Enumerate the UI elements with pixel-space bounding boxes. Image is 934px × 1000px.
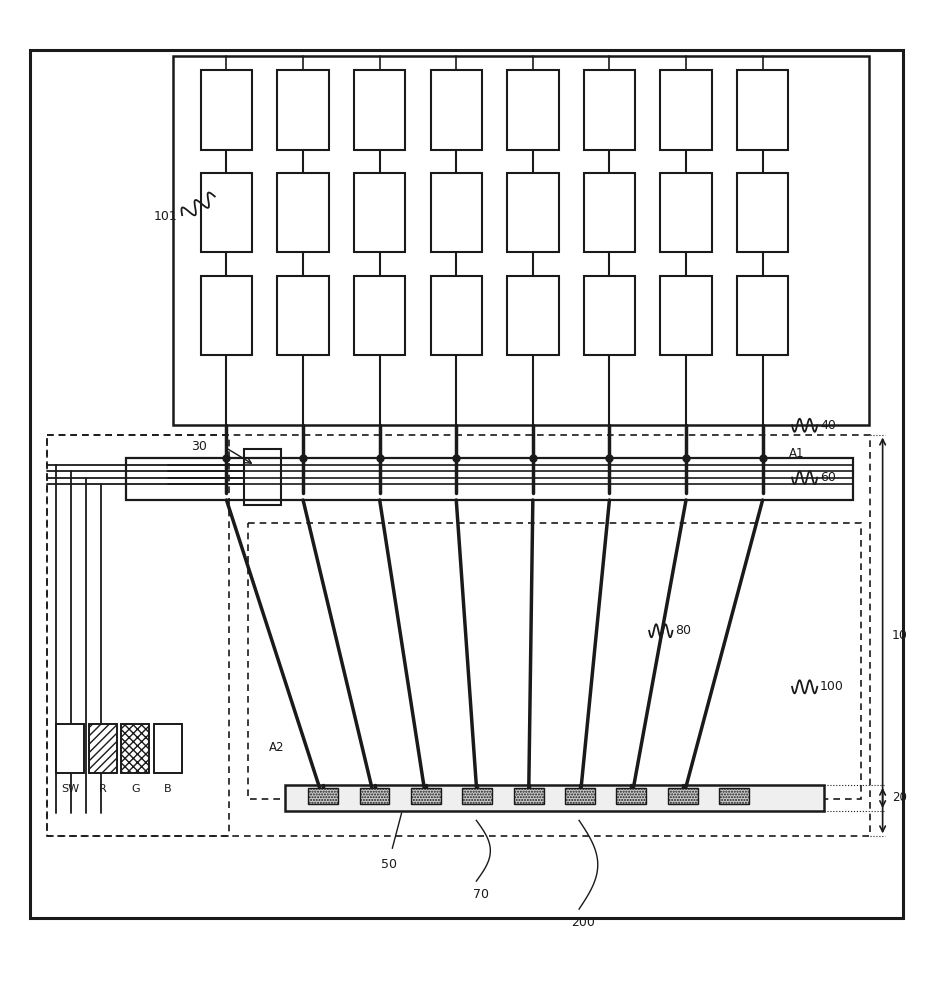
Text: 40: 40 — [820, 419, 836, 432]
Bar — [360, 788, 389, 804]
Bar — [584, 173, 635, 252]
Bar — [411, 788, 441, 804]
Bar — [354, 276, 405, 355]
Bar — [126, 458, 853, 500]
Text: B: B — [164, 784, 172, 794]
Bar — [56, 724, 84, 773]
Bar — [248, 523, 861, 799]
Text: 50: 50 — [380, 858, 397, 871]
Bar — [277, 173, 329, 252]
Bar — [277, 276, 329, 355]
Text: 10: 10 — [892, 629, 908, 642]
Bar — [431, 173, 482, 252]
Bar — [89, 724, 117, 773]
Bar — [285, 785, 824, 811]
Bar — [660, 173, 712, 252]
Bar — [308, 788, 338, 804]
Bar — [121, 724, 149, 773]
Text: 200: 200 — [571, 916, 595, 929]
Bar — [660, 276, 712, 355]
Bar — [201, 70, 252, 150]
Bar — [616, 788, 646, 804]
Bar — [354, 70, 405, 150]
Bar — [737, 70, 788, 150]
Text: 60: 60 — [820, 471, 836, 484]
Bar — [584, 276, 635, 355]
Bar — [737, 173, 788, 252]
Text: A2: A2 — [269, 741, 285, 754]
Text: 80: 80 — [675, 624, 691, 637]
Bar — [507, 173, 559, 252]
Text: SW: SW — [61, 784, 79, 794]
Bar — [507, 70, 559, 150]
Bar — [431, 276, 482, 355]
Text: 101: 101 — [154, 210, 177, 223]
Text: A1: A1 — [789, 447, 805, 460]
Bar — [462, 788, 492, 804]
Bar — [201, 173, 252, 252]
Bar — [668, 788, 698, 804]
Bar — [660, 70, 712, 150]
Bar — [354, 173, 405, 252]
Bar — [565, 788, 595, 804]
Text: 20: 20 — [892, 791, 907, 804]
Bar — [737, 276, 788, 355]
Bar — [201, 276, 252, 355]
Bar — [514, 788, 544, 804]
Text: 100: 100 — [820, 680, 844, 693]
Bar — [584, 70, 635, 150]
Bar — [277, 70, 329, 150]
Bar — [431, 70, 482, 150]
Bar — [244, 449, 281, 505]
Bar — [719, 788, 749, 804]
Text: 30: 30 — [191, 440, 207, 453]
Bar — [173, 56, 869, 425]
Bar — [47, 435, 229, 836]
Text: G: G — [131, 784, 140, 794]
Bar — [507, 276, 559, 355]
Text: R: R — [99, 784, 106, 794]
Bar — [47, 435, 870, 836]
Bar — [154, 724, 182, 773]
Text: 70: 70 — [473, 888, 489, 901]
